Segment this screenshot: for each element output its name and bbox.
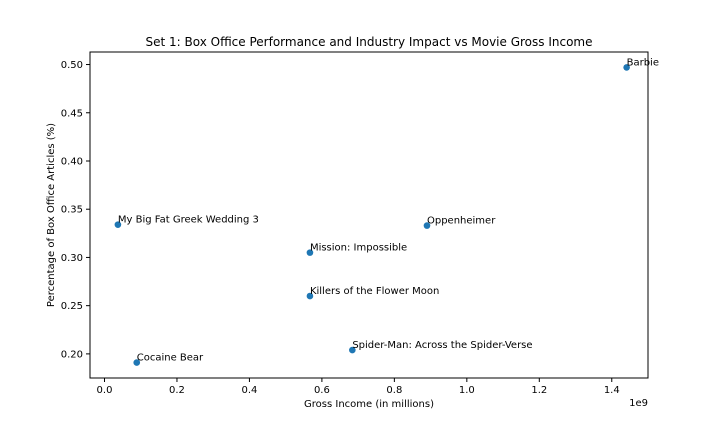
- x-axis-offset-text: 1e9: [629, 398, 648, 409]
- y-tick-label: 0.35: [61, 205, 83, 216]
- data-point-label: Cocaine Bear: [137, 353, 204, 364]
- data-point: [306, 249, 314, 256]
- data-point: [133, 359, 141, 366]
- x-axis-ticks: 0.0 0.2 0.4 0.6 0.8 1.0 1.2 1.4: [97, 378, 620, 396]
- data-point-label: Mission: Impossible: [310, 243, 407, 254]
- x-tick-label: 1.2: [531, 385, 547, 396]
- y-tick-label: 0.25: [61, 301, 83, 312]
- x-tick-label: 0.4: [241, 385, 257, 396]
- x-tick-label: 0.2: [169, 385, 185, 396]
- y-tick-label: 0.30: [61, 253, 83, 264]
- y-axis-label: Percentage of Box Office Articles (%): [46, 123, 57, 307]
- x-axis-label: Gross Income (in millions): [304, 399, 434, 410]
- data-points: Barbie My Big Fat Greek Wedding 3 Oppenhei…: [114, 57, 659, 366]
- y-tick-label: 0.40: [61, 156, 83, 167]
- data-point: [306, 292, 314, 300]
- data-point: [423, 222, 431, 229]
- data-point-label: Killers of the Flower Moon: [310, 286, 439, 297]
- x-tick-label: 0.0: [97, 385, 113, 396]
- y-tick-label: 0.50: [61, 60, 83, 71]
- data-point: [114, 221, 122, 228]
- chart-title: Set 1: Box Office Performance and Indust…: [146, 35, 593, 49]
- data-point-label: My Big Fat Greek Wedding 3: [118, 215, 259, 226]
- data-point-label: Oppenheimer: [427, 216, 496, 227]
- data-point-label: Spider-Man: Across the Spider-Verse: [352, 340, 532, 351]
- y-tick-label: 0.20: [61, 349, 83, 360]
- data-point: [623, 64, 630, 71]
- y-tick-label: 0.45: [61, 108, 83, 119]
- x-tick-label: 0.8: [386, 385, 402, 396]
- data-point: [349, 346, 356, 354]
- y-axis-ticks: 0.20 0.25 0.30 0.35 0.40 0.45 0.50: [61, 60, 90, 360]
- x-tick-label: 1.0: [459, 385, 475, 396]
- data-point-label: Barbie: [627, 57, 659, 68]
- x-tick-label: 0.6: [314, 385, 330, 396]
- x-tick-label: 1.4: [604, 385, 620, 396]
- plot-frame: [89, 51, 649, 379]
